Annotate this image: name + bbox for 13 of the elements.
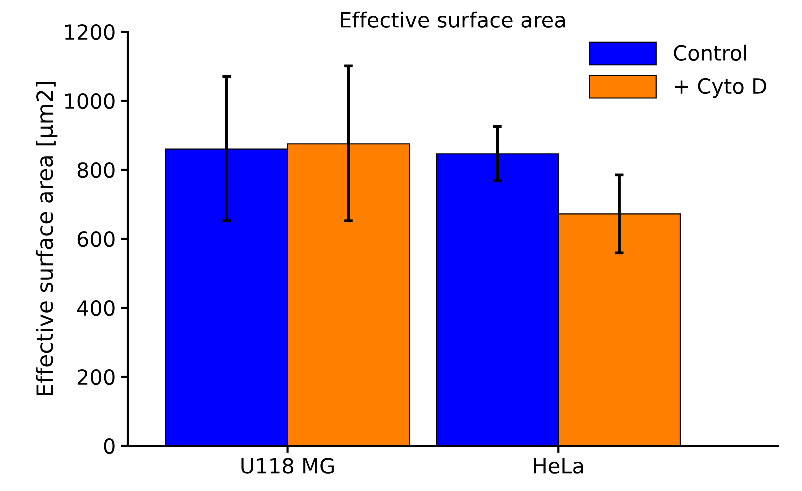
- x-tick-label: HeLa: [534, 458, 584, 474]
- y-tick-label: 800: [78, 162, 115, 178]
- y-axis-title: Effective surface area [µm2]: [36, 82, 58, 396]
- y-tick-label: 0: [104, 438, 115, 454]
- legend-label: Control: [674, 44, 746, 62]
- y-tick-label: 1000: [65, 93, 115, 110]
- y-tick-label: 200: [78, 369, 115, 386]
- y-tick-label: 600: [78, 231, 115, 248]
- y-tick-label: 1200: [65, 24, 115, 40]
- x-tick-label: U118 MG: [242, 458, 334, 474]
- legend-label: + Cyto D: [675, 78, 766, 98]
- chart-title: Effective surface area: [341, 12, 566, 28]
- y-tick-label: 400: [77, 300, 115, 316]
